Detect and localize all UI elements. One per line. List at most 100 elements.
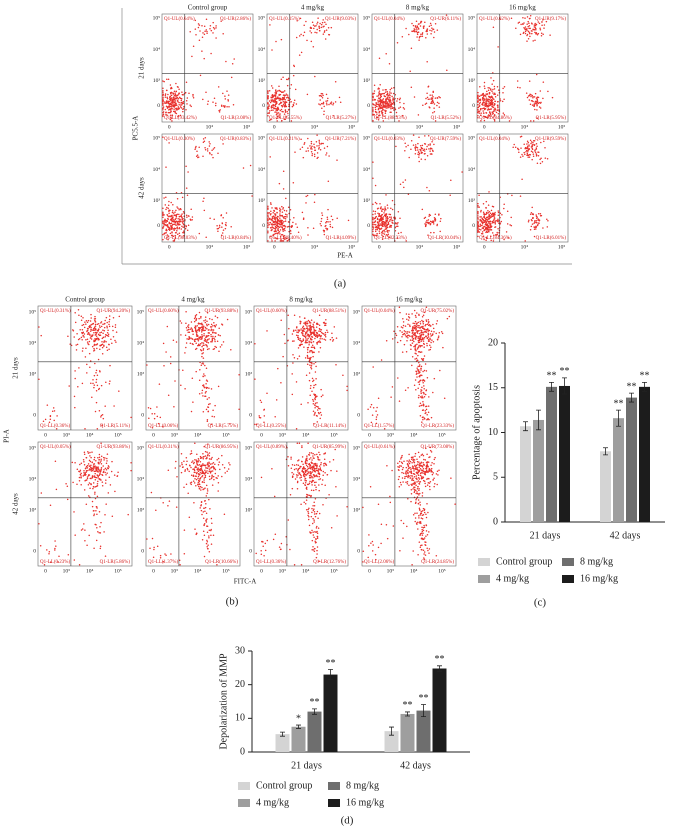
event-dot [168, 103, 170, 105]
x-tick-label: 10⁴ [206, 124, 214, 130]
event-dot [478, 194, 480, 196]
event-dot [379, 104, 381, 106]
event-dot [88, 452, 90, 454]
event-dot [200, 337, 202, 339]
event-dot [520, 34, 522, 36]
event-dot [419, 333, 421, 335]
event-dot [287, 94, 289, 96]
event-dot [421, 397, 423, 399]
event-dot [418, 351, 420, 353]
event-dot [479, 103, 481, 105]
event-dot [96, 402, 98, 404]
x-tick-label: 0 [152, 568, 155, 574]
event-dot [490, 102, 492, 104]
y-axis-label: PC5.5-A [132, 116, 140, 141]
event-dot [483, 211, 485, 213]
event-dot [284, 99, 286, 101]
event-dot [210, 535, 212, 537]
event-dot [317, 22, 319, 24]
event-dot [280, 382, 282, 384]
y-axis-label: PI-A [3, 429, 11, 443]
event-dot [431, 330, 433, 332]
event-dot [528, 219, 530, 221]
event-dot [489, 96, 491, 98]
event-dot [332, 219, 334, 221]
event-dot [430, 147, 432, 149]
event-dot [384, 210, 386, 212]
event-dot [299, 329, 301, 331]
event-dot [486, 91, 488, 93]
event-dot [520, 195, 522, 197]
event-dot [95, 334, 97, 336]
event-dot [336, 218, 338, 220]
event-dot [281, 111, 283, 113]
event-dot [205, 149, 207, 151]
event-dot [189, 104, 191, 106]
event-dot [182, 111, 184, 113]
event-dot [390, 89, 392, 91]
event-dot [489, 111, 491, 113]
event-dot [323, 230, 325, 232]
event-dot [82, 528, 84, 530]
event-dot [275, 217, 277, 219]
event-dot [496, 220, 498, 222]
event-dot [385, 100, 387, 102]
event-dot [100, 334, 102, 336]
event-dot [547, 220, 549, 222]
event-dot [411, 313, 413, 315]
event-dot [177, 234, 179, 236]
event-dot [38, 379, 40, 381]
event-dot [179, 465, 181, 467]
event-dot [487, 93, 489, 95]
event-dot [318, 484, 320, 486]
event-dot [310, 327, 312, 329]
event-dot [90, 484, 92, 486]
event-dot [168, 213, 170, 215]
event-dot [94, 375, 96, 377]
event-dot [408, 34, 410, 36]
event-dot [271, 223, 273, 225]
event-dot [100, 468, 102, 470]
event-dot [493, 80, 495, 82]
event-dot [167, 98, 169, 100]
event-dot [219, 226, 221, 228]
event-dot [416, 29, 418, 31]
event-dot [435, 97, 437, 99]
event-dot [100, 522, 102, 524]
event-dot [538, 155, 540, 157]
event-dot [188, 471, 190, 473]
event-dot [306, 325, 308, 327]
event-dot [407, 323, 409, 325]
event-dot [322, 26, 324, 28]
event-dot [275, 95, 277, 97]
event-dot [211, 543, 213, 545]
event-dot [191, 56, 193, 58]
event-dot [403, 107, 405, 109]
event-dot [420, 25, 422, 27]
event-dot [425, 412, 427, 414]
event-dot [50, 504, 52, 506]
event-dot [196, 461, 198, 463]
event-dot [148, 407, 150, 409]
event-dot [84, 474, 86, 476]
event-dot [165, 96, 167, 98]
event-dot [211, 319, 213, 321]
event-dot [326, 29, 328, 31]
quadrant-label: Q1-LR(10.66%) [205, 560, 238, 565]
event-dot [534, 32, 536, 34]
event-dot [97, 330, 99, 332]
event-dot [422, 316, 424, 318]
event-dot [414, 345, 416, 347]
quadrant-label: Q1-LR(23.33%) [421, 424, 454, 429]
event-dot [314, 413, 316, 415]
event-dot [95, 524, 97, 526]
event-dot [427, 222, 429, 224]
y-tick-label: 10⁵ [137, 309, 145, 315]
event-dot [109, 315, 111, 317]
event-dot [418, 369, 420, 371]
event-dot [406, 319, 408, 321]
event-dot [102, 347, 104, 349]
event-dot [165, 111, 167, 113]
event-dot [502, 92, 504, 94]
event-dot [532, 218, 534, 220]
